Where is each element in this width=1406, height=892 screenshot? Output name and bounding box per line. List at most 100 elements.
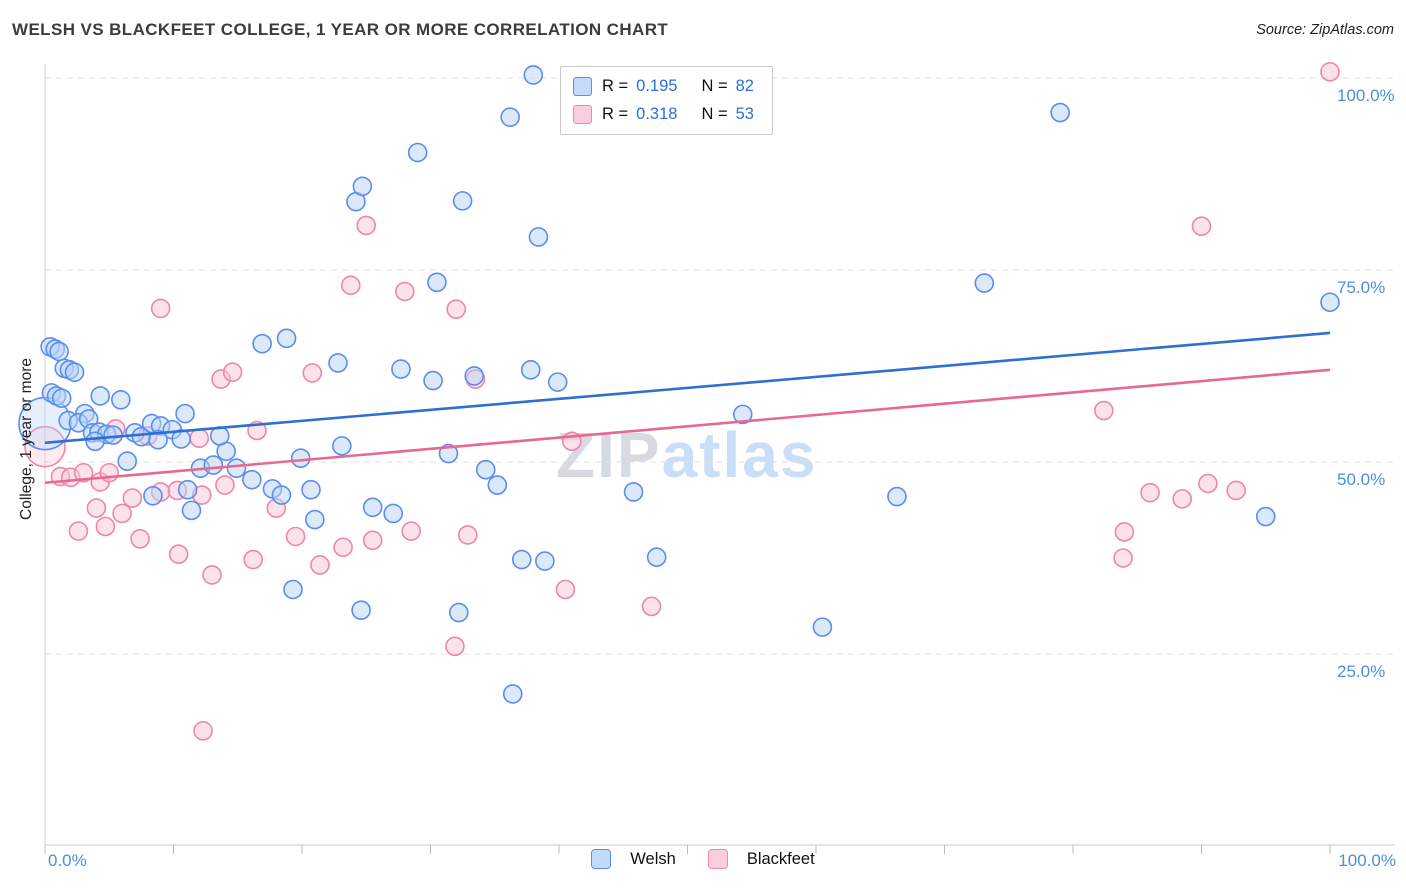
welsh-point (475, 459, 496, 480)
welsh-point (1320, 292, 1340, 313)
welsh-point (226, 458, 247, 478)
blackfeet-point (1172, 489, 1193, 509)
welsh-point (1050, 102, 1070, 123)
welsh-point (646, 547, 667, 568)
blackfeet-point (333, 537, 353, 558)
blackfeet-point (1198, 473, 1218, 494)
welsh-point (423, 370, 443, 391)
welsh-point (383, 503, 404, 524)
blackfeet-point (641, 596, 662, 617)
welsh-point (117, 451, 138, 472)
stats-row-blackfeet: R = 0.318 N = 53 (573, 105, 754, 124)
blackfeet-point (302, 363, 323, 383)
blackfeet-n-stat: N = 53 (701, 105, 754, 124)
welsh-swatch (573, 77, 592, 96)
welsh-legend-label: Welsh (630, 849, 676, 868)
welsh-point (351, 600, 371, 621)
welsh-point (438, 443, 459, 464)
welsh-point (271, 485, 292, 505)
welsh-legend-swatch (591, 849, 612, 869)
welsh-point (305, 509, 325, 530)
welsh-point (448, 602, 469, 623)
welsh-r-value: 0.195 (636, 77, 678, 95)
welsh-point (427, 272, 447, 293)
source-link[interactable]: Source: ZipAtlas.com (1256, 22, 1394, 38)
welsh-point (623, 482, 644, 502)
blackfeet-point (193, 720, 213, 741)
welsh-point (51, 388, 72, 409)
welsh-n-value: 82 (735, 77, 754, 95)
welsh-point (49, 341, 69, 362)
welsh-n-stat: N = 82 (701, 77, 754, 96)
welsh-point (464, 366, 484, 386)
blackfeet-point (457, 525, 478, 545)
blackfeet-point (222, 362, 243, 382)
blackfeet-point (1114, 522, 1135, 542)
welsh-point (85, 431, 105, 452)
blackfeet-point (86, 498, 107, 518)
welsh-point (252, 333, 272, 354)
welsh-point (1255, 506, 1276, 527)
welsh-point (974, 273, 995, 293)
blackfeet-point (112, 503, 132, 524)
y-axis-tick-label: 75.0% (1337, 278, 1386, 297)
welsh-point (111, 389, 131, 410)
legend-item-welsh: Welsh (591, 849, 676, 869)
welsh-point (177, 479, 198, 500)
stats-row-welsh: R = 0.195 N = 82 (573, 77, 754, 96)
welsh-point (487, 475, 508, 495)
n-label: N = (701, 105, 728, 123)
blackfeet-point (215, 475, 235, 495)
welsh-point (535, 551, 555, 571)
welsh-point (407, 142, 428, 163)
welsh-point (143, 485, 163, 506)
welsh-point (520, 360, 541, 380)
x-axis-max-label: 100.0% (1338, 851, 1396, 870)
blackfeet-point (1094, 400, 1114, 421)
welsh-r-stat: R = 0.195 (602, 77, 677, 96)
blackfeet-point (310, 555, 330, 575)
y-axis-tick-label: 100.0% (1337, 86, 1395, 105)
blackfeet-point (285, 526, 306, 547)
blackfeet-point (1113, 548, 1133, 568)
blackfeet-point (24, 425, 66, 468)
blackfeet-n-value: 53 (735, 105, 754, 123)
welsh-point (523, 65, 544, 85)
blackfeet-legend-label: Blackfeet (746, 849, 815, 868)
welsh-point (103, 425, 123, 445)
blackfeet-point (1191, 216, 1212, 237)
welsh-point (812, 617, 833, 637)
blackfeet-point (68, 521, 89, 541)
blackfeet-point (73, 462, 94, 483)
welsh-point (547, 372, 568, 392)
welsh-point (502, 684, 523, 704)
welsh-point (148, 429, 168, 450)
welsh-point (301, 479, 321, 500)
welsh-point (362, 497, 383, 518)
blackfeet-point (168, 544, 189, 564)
blackfeet-point (555, 579, 576, 600)
blackfeet-point (189, 428, 209, 448)
blackfeet-point (99, 462, 120, 483)
blackfeet-trend-line (44, 368, 1331, 485)
page-title: WELSH VS BLACKFEET COLLEGE, 1 YEAR OR MO… (12, 20, 669, 39)
welsh-point (511, 549, 532, 570)
x-axis-min-label: 0.0% (48, 851, 87, 870)
welsh-point (528, 227, 549, 247)
welsh-point (181, 500, 202, 521)
blackfeet-r-stat: R = 0.318 (602, 105, 677, 124)
welsh-point (290, 448, 311, 468)
blackfeet-legend-swatch (707, 849, 728, 869)
r-label: R = (602, 105, 629, 123)
r-label: R = (602, 77, 629, 95)
blackfeet-point (341, 275, 361, 296)
blackfeet-point (362, 530, 383, 551)
legend-item-blackfeet: Blackfeet (707, 849, 815, 869)
y-axis-title: College, 1 year or more (18, 358, 35, 520)
blackfeet-point (445, 636, 465, 657)
welsh-point (276, 328, 297, 349)
welsh-point (391, 359, 411, 379)
blackfeet-point (243, 549, 263, 570)
blackfeet-point (95, 516, 116, 537)
blackfeet-point (446, 299, 467, 319)
